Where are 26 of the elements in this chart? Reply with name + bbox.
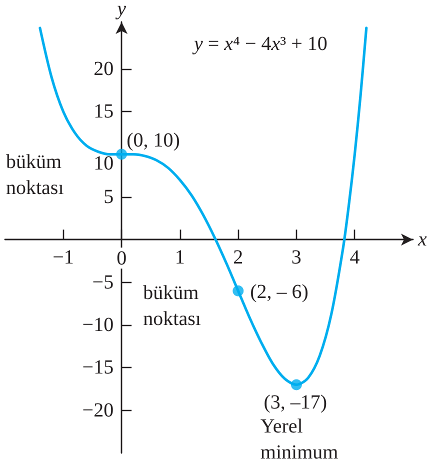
x-tick-label: −1 — [52, 246, 74, 269]
point — [116, 148, 128, 160]
y-axis-title: y — [115, 0, 126, 20]
x-tick-label: 4 — [350, 246, 360, 269]
y-tick-label: −20 — [82, 399, 114, 422]
y-tick-label: 15 — [94, 100, 114, 123]
y-tick-label: −15 — [82, 356, 114, 379]
y-tick-label: 20 — [94, 58, 114, 80]
point — [232, 285, 244, 296]
annotation: (3, –17) — [264, 392, 328, 414]
x-tick-label: 0 — [116, 248, 127, 270]
annotation: büküm noktası — [6, 151, 64, 199]
x-axis-title: x — [417, 228, 427, 251]
x-tick-label: 1 — [174, 246, 185, 269]
x-tick-label: 3 — [291, 246, 302, 269]
y-tick-label: −10 — [82, 314, 114, 336]
annotation: büküm noktası — [143, 282, 202, 330]
annotation: (0, 10) — [126, 129, 180, 152]
y-tick-label: −5 — [92, 271, 114, 294]
annotation: (2, – 6) — [250, 280, 308, 303]
y-tick-label: 5 — [104, 186, 114, 208]
y-tick-label: 10 — [94, 152, 114, 174]
annotation: Yerel minimum — [260, 416, 339, 464]
text: y = x⁴ − 4x³ + 10 — [192, 33, 328, 55]
point — [290, 379, 302, 390]
x-tick-label: 2 — [233, 246, 244, 269]
